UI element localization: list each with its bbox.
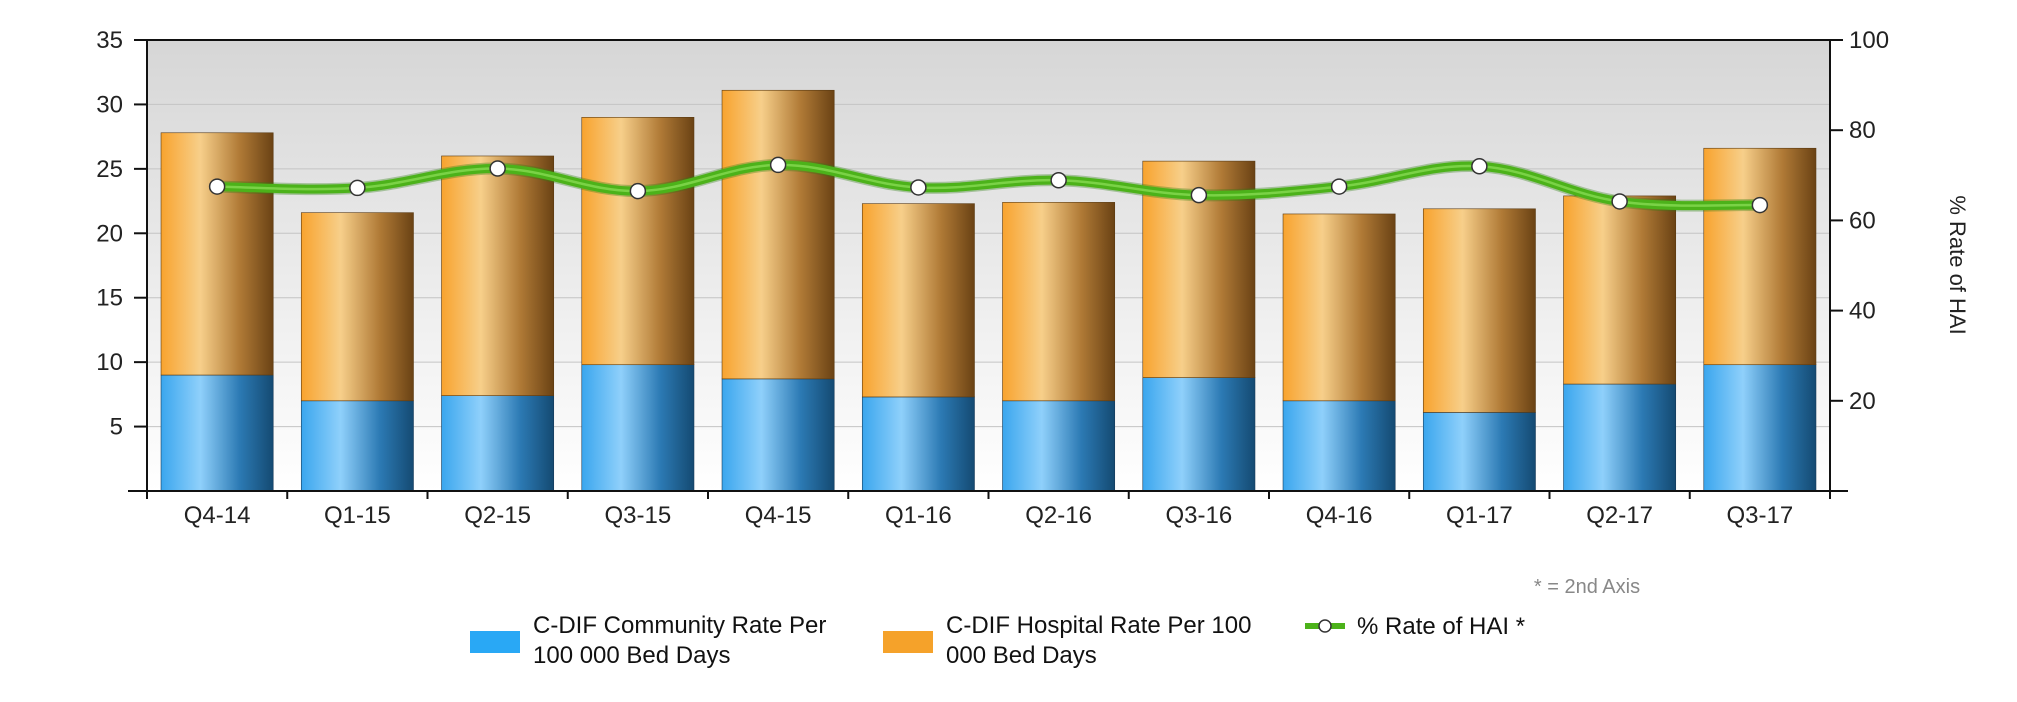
x-tick-label-6: Q2-16 [1025, 502, 1092, 529]
y2-tick-label-2: 60 [1849, 207, 1876, 234]
hai-point-10 [1611, 193, 1628, 210]
community-bar-5 [861, 396, 975, 492]
hospital-bar-5 [861, 203, 975, 398]
legend-label-1-0: C-DIF Hospital Rate Per 100 [946, 612, 1251, 639]
community-bar-4 [721, 378, 835, 492]
x-tick-label-3: Q3-15 [605, 502, 672, 529]
legend-label-1-1: 000 Bed Days [946, 642, 1097, 669]
y2-tick-label-4: 100 [1849, 27, 1889, 54]
axis-labels: 5 10 15 20 25 30 35 20 40 60 80 100 Q4-14 Q1-15 Q2-15 Q… [96, 27, 1889, 529]
community-bar-6 [1002, 400, 1116, 492]
y2-axis-title: % Rate of HAI [1945, 195, 1970, 334]
x-tick-label-5: Q1-16 [885, 502, 952, 529]
community-bar-8 [1282, 400, 1396, 492]
axes [128, 39, 1848, 499]
y2-tick-label-3: 80 [1849, 117, 1876, 144]
x-tick-label-2: Q2-15 [464, 502, 531, 529]
x-tick-label-7: Q3-16 [1166, 502, 1233, 529]
legend: C-DIF Community Rate Per 100 000 Bed Days… [470, 612, 1525, 669]
x-tick-label-4: Q4-15 [745, 502, 812, 529]
community-bar-2 [441, 395, 555, 492]
hospital-bar-10 [1563, 195, 1677, 385]
y-tick-label-0: 5 [110, 414, 123, 441]
hospital-bar-8 [1282, 213, 1396, 402]
hospital-bar-9 [1422, 208, 1536, 413]
hospital-bar-0 [160, 132, 274, 376]
hospital-bar-11 [1703, 147, 1817, 366]
hai-point-5 [910, 179, 927, 196]
legend-swatch-1 [883, 631, 933, 653]
community-bar-1 [300, 400, 414, 492]
community-bar-7 [1142, 377, 1256, 492]
second-axis-note: * = 2nd Axis [1534, 576, 1640, 598]
hai-point-7 [1190, 186, 1208, 204]
hospital-bar-1 [300, 212, 414, 402]
hai-point-8 [1330, 178, 1348, 195]
y2-tick-label-0: 20 [1849, 388, 1876, 415]
hai-rate-line [208, 156, 1769, 214]
legend-label-0-1: 100 000 Bed Days [533, 642, 730, 669]
legend-label-0-0: C-DIF Community Rate Per [533, 612, 826, 639]
community-bar-10 [1563, 383, 1677, 492]
y-tick-label-1: 10 [96, 349, 123, 376]
x-tick-label-0: Q4-14 [184, 502, 251, 529]
hospital-bar-3 [581, 117, 695, 366]
y-tick-label-4: 25 [96, 156, 123, 183]
legend-marker-2 [1318, 619, 1332, 633]
hai-point-4 [769, 156, 787, 174]
hai-point-11 [1751, 196, 1769, 214]
plot-background [147, 40, 1830, 491]
hai-point-2 [489, 160, 506, 177]
y-tick-label-5: 30 [96, 91, 123, 118]
y-tick-label-6: 35 [96, 27, 123, 54]
community-bar-3 [581, 364, 695, 492]
y-tick-label-2: 15 [96, 285, 123, 312]
y-tick-label-3: 20 [96, 220, 123, 247]
community-bar-9 [1422, 412, 1536, 492]
hai-point-9 [1471, 158, 1488, 175]
legend-label-2-0: % Rate of HAI * [1357, 613, 1525, 640]
legend-swatch-0 [470, 631, 520, 653]
x-tick-label-1: Q1-15 [324, 502, 391, 529]
hai-point-3 [629, 182, 647, 200]
hospital-bar-6 [1002, 202, 1116, 402]
bars [160, 89, 1817, 492]
y2-tick-label-1: 40 [1849, 298, 1876, 325]
community-bar-0 [160, 374, 274, 492]
hai-point-0 [208, 178, 226, 195]
community-bar-11 [1703, 364, 1817, 492]
x-tick-label-9: Q1-17 [1446, 502, 1513, 529]
hospital-bar-4 [721, 89, 835, 380]
hai-point-1 [349, 179, 366, 197]
hospital-bar-2 [441, 155, 555, 396]
x-tick-label-10: Q2-17 [1586, 502, 1653, 529]
x-tick-label-8: Q4-16 [1306, 502, 1373, 529]
hai-point-6 [1050, 172, 1067, 189]
x-tick-label-11: Q3-17 [1727, 502, 1794, 529]
